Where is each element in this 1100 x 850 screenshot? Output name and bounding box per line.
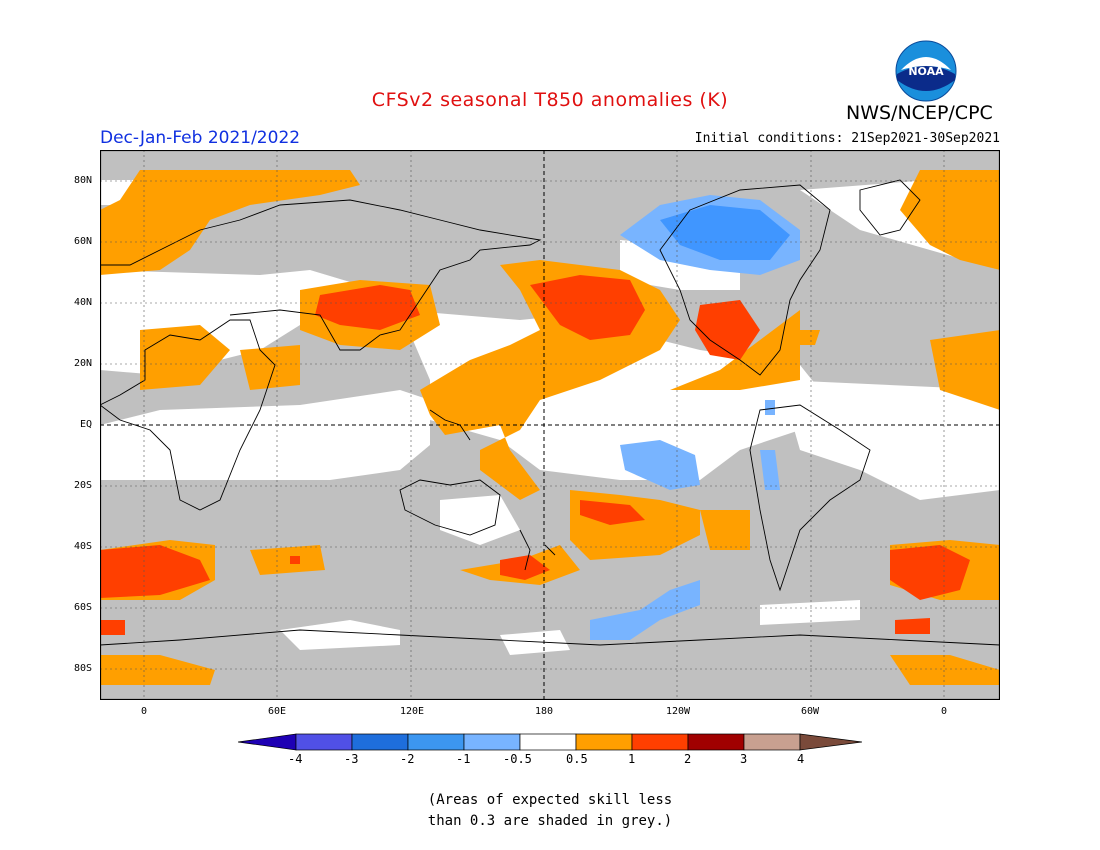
lon-label-180: 180 bbox=[535, 706, 554, 717]
colorbar-bin bbox=[351, 733, 409, 751]
colorbar-label: 0.5 bbox=[566, 752, 588, 766]
lon-label-120w: 120W bbox=[666, 706, 691, 717]
colorbar-label: -3 bbox=[344, 752, 359, 766]
colorbar-label: -0.5 bbox=[503, 752, 532, 766]
lat-label-80n: 80N bbox=[74, 175, 93, 186]
colorbar-bin bbox=[631, 733, 689, 751]
lon-label-60w: 60W bbox=[801, 706, 820, 717]
anomaly-map bbox=[100, 150, 1000, 700]
colorbar-label: -1 bbox=[456, 752, 471, 766]
skill-footnote: (Areas of expected skill less than 0.3 a… bbox=[0, 790, 1100, 832]
lon-label-120e: 120E bbox=[400, 706, 425, 717]
colorbar-label: -2 bbox=[400, 752, 415, 766]
lat-label-60s: 60S bbox=[74, 602, 93, 613]
lat-label-20s: 20S bbox=[74, 480, 93, 491]
lat-label-80s: 80S bbox=[74, 663, 93, 674]
colorbar-bin bbox=[687, 733, 745, 751]
colorbar bbox=[238, 733, 862, 751]
lat-label-60n: 60N bbox=[74, 236, 93, 247]
colorbar-bin bbox=[743, 733, 801, 751]
colorbar-bin bbox=[463, 733, 521, 751]
lon-label-0: 0 bbox=[141, 706, 148, 717]
agency-label: NWS/NCEP/CPC bbox=[846, 102, 993, 124]
colorbar-label: 1 bbox=[628, 752, 636, 766]
lat-label-eq: EQ bbox=[80, 419, 93, 430]
noaa-logo: NOAA bbox=[895, 40, 957, 102]
season-label: Dec-Jan-Feb 2021/2022 bbox=[100, 128, 301, 148]
colorbar-bin bbox=[519, 733, 577, 751]
colorbar-bin bbox=[575, 733, 633, 751]
lon-label-60e: 60E bbox=[268, 706, 287, 717]
colorbar-label: 2 bbox=[684, 752, 692, 766]
cold-anomalies bbox=[590, 195, 800, 640]
lat-label-40s: 40S bbox=[74, 541, 93, 552]
map-frame bbox=[100, 150, 1000, 700]
footnote-line1: (Areas of expected skill less bbox=[427, 792, 673, 808]
initial-conditions-label: Initial conditions: 21Sep2021-30Sep2021 bbox=[694, 131, 1000, 146]
colorbar-bin bbox=[407, 733, 465, 751]
lon-label-0-east: 0 bbox=[941, 706, 948, 717]
lat-label-40n: 40N bbox=[74, 297, 93, 308]
logo-text: NOAA bbox=[908, 65, 944, 78]
warm-anomaly-1-2 bbox=[100, 275, 970, 635]
chart-title: CFSv2 seasonal T850 anomalies (K) bbox=[371, 89, 729, 111]
colorbar-label: 4 bbox=[797, 752, 805, 766]
coastlines bbox=[100, 179, 1000, 646]
graticule bbox=[100, 150, 1000, 700]
colorbar-bin bbox=[295, 733, 353, 751]
colorbar-label: -4 bbox=[288, 752, 303, 766]
colorbar-arrow-high bbox=[799, 733, 862, 751]
colorbar-label: 3 bbox=[740, 752, 748, 766]
lat-label-20n: 20N bbox=[74, 358, 93, 369]
footnote-line2: than 0.3 are shaded in grey.) bbox=[427, 813, 673, 829]
colorbar-arrow-low bbox=[238, 733, 297, 751]
